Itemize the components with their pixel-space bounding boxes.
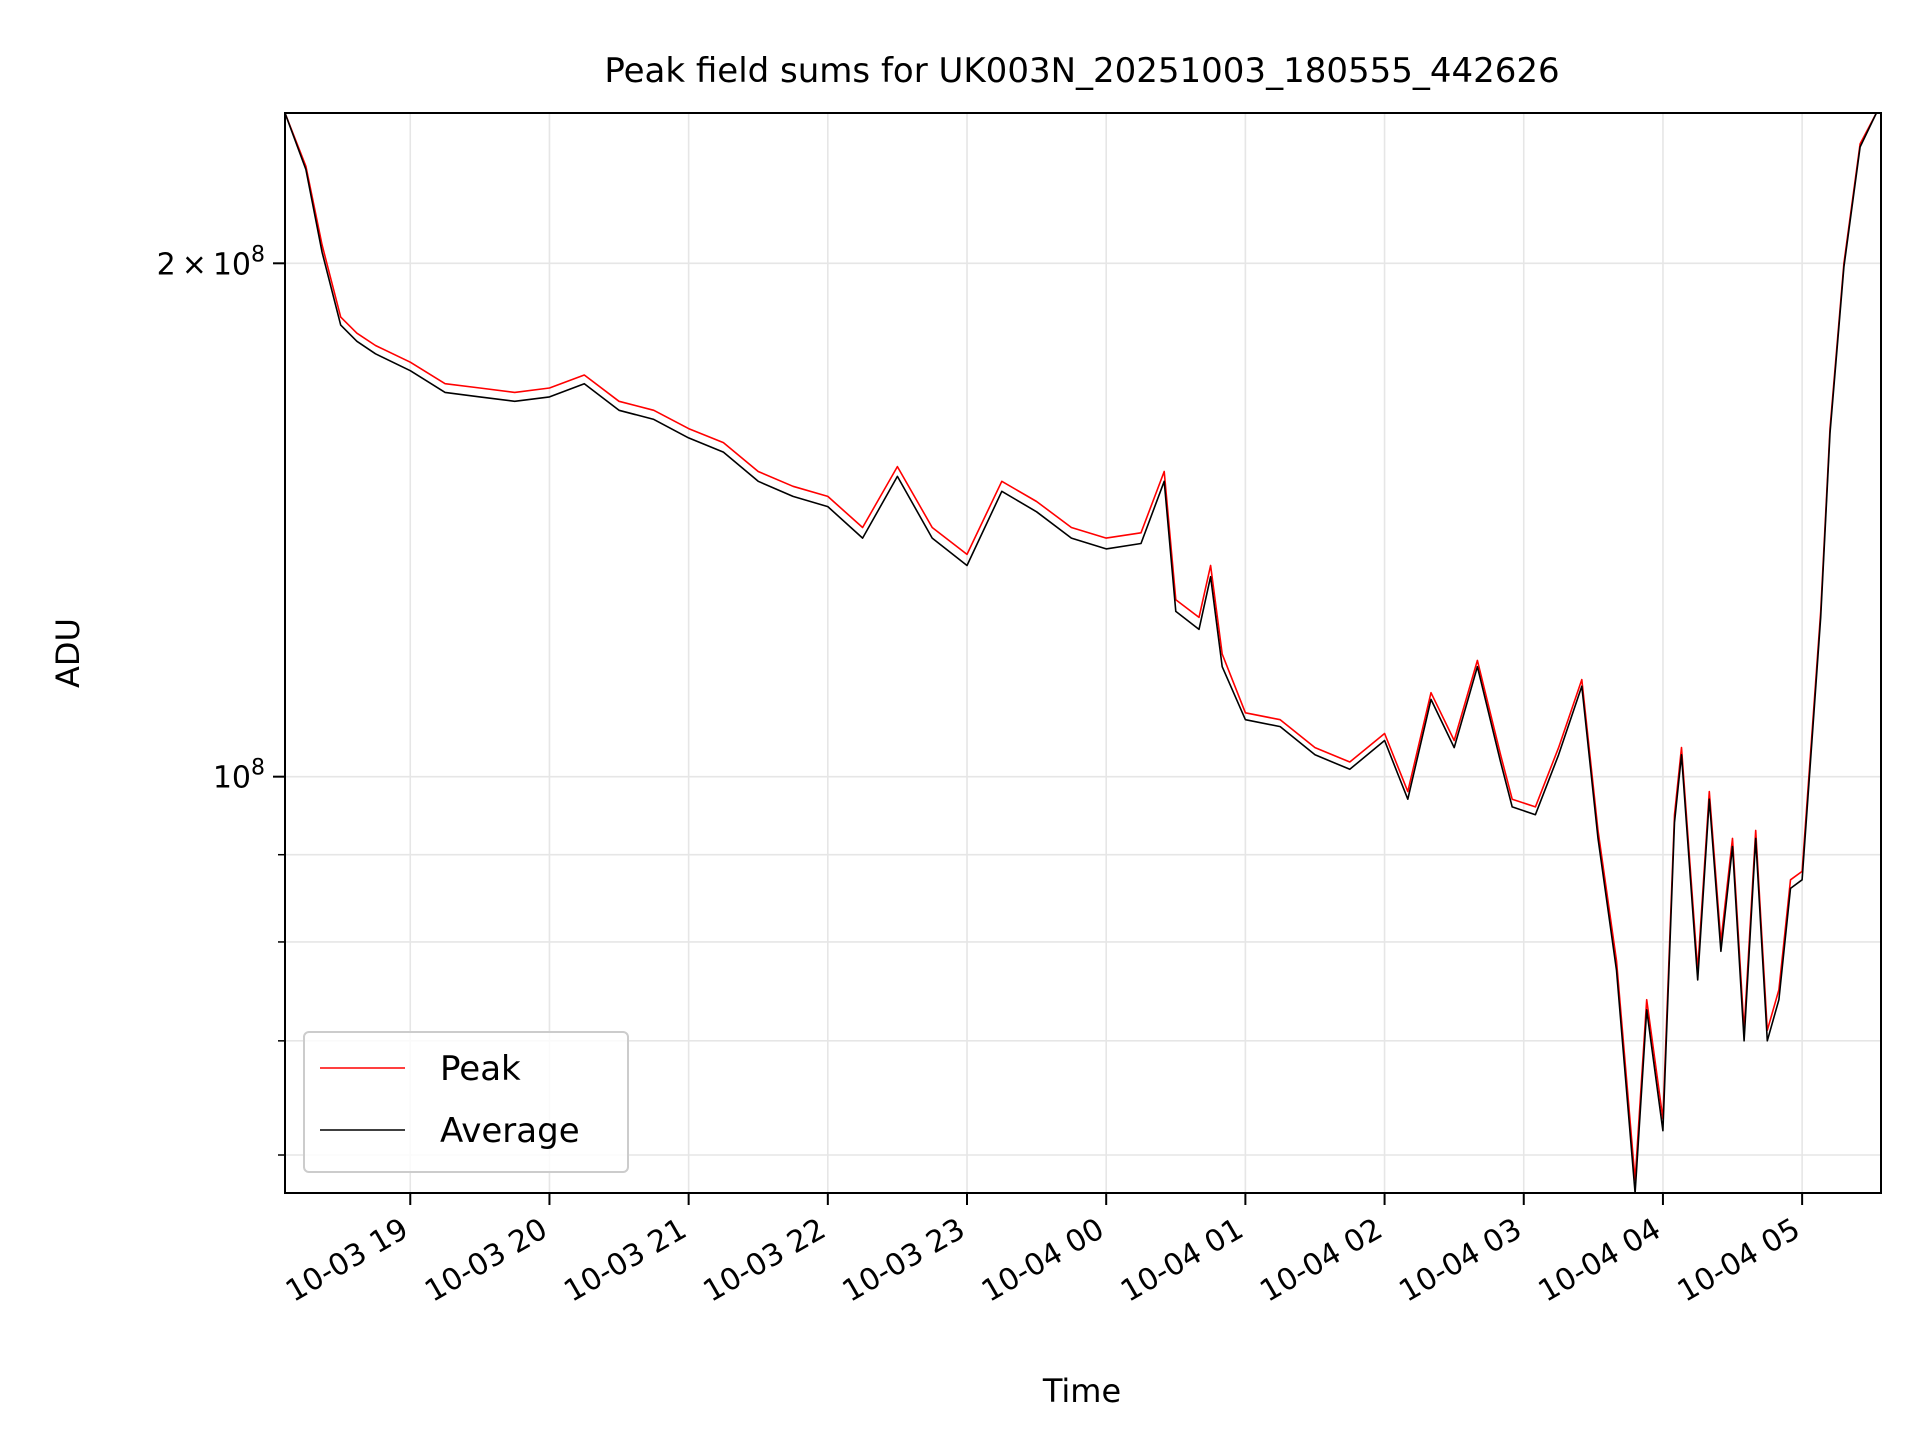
legend-box bbox=[303, 1031, 629, 1173]
series-layer bbox=[284, 112, 1878, 1194]
plot-frame bbox=[284, 112, 1882, 1194]
x-axis-label: Time bbox=[1042, 1372, 1121, 1410]
grid bbox=[285, 113, 1881, 1193]
legend-average-label: Average bbox=[440, 1111, 580, 1151]
legend-peak-label: Peak bbox=[440, 1049, 521, 1089]
y-tick-label: 108 bbox=[213, 756, 265, 796]
series-line-peak bbox=[284, 112, 1878, 1181]
legend: Peak Average bbox=[303, 1031, 629, 1173]
y-axis-label: ADU bbox=[49, 618, 87, 688]
chart-title: Peak field sums for UK003N_20251003_1805… bbox=[604, 51, 1559, 91]
y-tick-label: 2 × 108 bbox=[157, 242, 265, 282]
y-axis: 2 × 108 108 bbox=[157, 242, 285, 1156]
series-line-average bbox=[284, 112, 1878, 1194]
